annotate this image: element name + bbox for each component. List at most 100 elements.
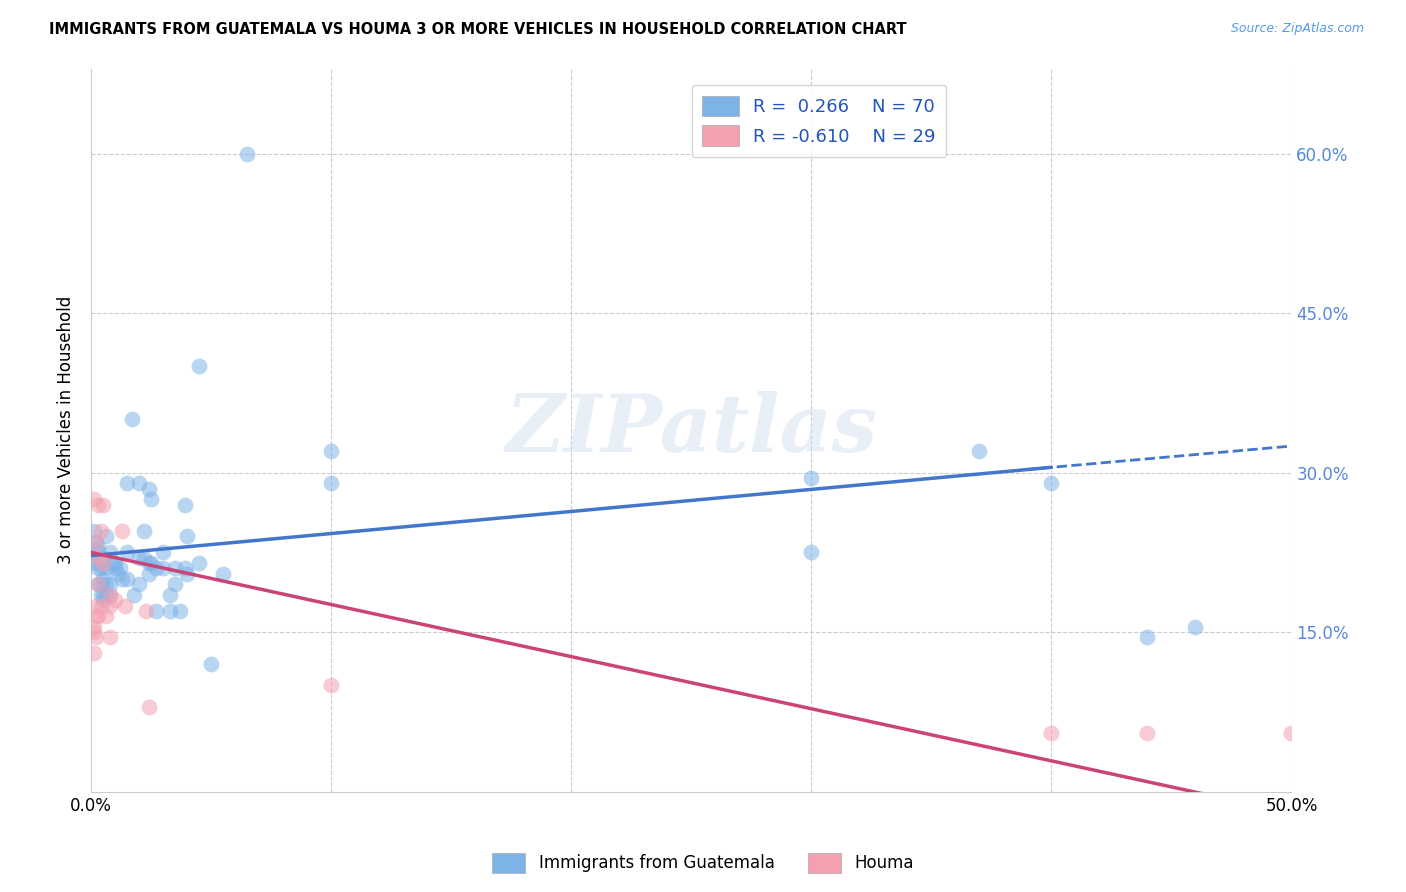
Point — [128, 476, 150, 491]
Point — [94, 561, 117, 575]
Point — [176, 529, 198, 543]
Point — [91, 572, 114, 586]
Point — [114, 599, 136, 613]
Point — [128, 550, 150, 565]
Point — [124, 588, 146, 602]
Point — [212, 566, 235, 581]
Point — [176, 566, 198, 581]
Point — [107, 566, 129, 581]
Point — [94, 529, 117, 543]
Point — [87, 577, 110, 591]
Point — [98, 588, 121, 602]
Point — [1184, 620, 1206, 634]
Point — [115, 572, 138, 586]
Point — [91, 498, 114, 512]
Point — [94, 577, 117, 591]
Point — [138, 566, 160, 581]
Point — [90, 577, 112, 591]
Point — [104, 561, 127, 575]
Point — [90, 588, 112, 602]
Legend: Immigrants from Guatemala, Houma: Immigrants from Guatemala, Houma — [485, 847, 921, 880]
Point — [141, 492, 163, 507]
Point — [321, 444, 343, 458]
Point — [165, 577, 187, 591]
Point — [91, 550, 114, 565]
Point — [169, 604, 191, 618]
Text: Source: ZipAtlas.com: Source: ZipAtlas.com — [1230, 22, 1364, 36]
Point — [115, 545, 138, 559]
Point — [108, 561, 131, 575]
Point — [94, 588, 117, 602]
Point — [115, 476, 138, 491]
Point — [321, 678, 343, 692]
Point — [87, 577, 110, 591]
Point — [145, 604, 167, 618]
Point — [188, 556, 211, 570]
Point — [141, 556, 163, 570]
Point — [188, 359, 211, 374]
Point — [84, 534, 107, 549]
Point — [84, 534, 107, 549]
Point — [165, 561, 187, 575]
Point — [98, 599, 121, 613]
Point — [83, 524, 105, 538]
Point — [152, 545, 174, 559]
Point — [87, 540, 110, 554]
Point — [84, 556, 107, 570]
Point — [104, 556, 127, 570]
Point — [98, 577, 121, 591]
Point — [111, 524, 134, 538]
Point — [83, 492, 105, 507]
Point — [87, 545, 110, 559]
Point — [111, 572, 134, 586]
Point — [94, 609, 117, 624]
Point — [132, 550, 155, 565]
Point — [1136, 726, 1159, 740]
Point — [84, 550, 107, 565]
Point — [91, 556, 114, 570]
Point — [152, 561, 174, 575]
Point — [138, 699, 160, 714]
Point — [98, 631, 121, 645]
Point — [200, 657, 222, 671]
Y-axis label: 3 or more Vehicles in Household: 3 or more Vehicles in Household — [58, 296, 75, 565]
Point — [145, 561, 167, 575]
Legend: R =  0.266    N = 70, R = -0.610    N = 29: R = 0.266 N = 70, R = -0.610 N = 29 — [692, 85, 946, 157]
Point — [173, 498, 195, 512]
Text: ZIPatlas: ZIPatlas — [505, 392, 877, 469]
Point — [87, 561, 110, 575]
Point — [83, 647, 105, 661]
Point — [321, 476, 343, 491]
Point — [1040, 476, 1063, 491]
Text: IMMIGRANTS FROM GUATEMALA VS HOUMA 3 OR MORE VEHICLES IN HOUSEHOLD CORRELATION C: IMMIGRANTS FROM GUATEMALA VS HOUMA 3 OR … — [49, 22, 907, 37]
Point — [98, 545, 121, 559]
Point — [83, 620, 105, 634]
Point — [159, 604, 181, 618]
Point — [98, 588, 121, 602]
Point — [173, 561, 195, 575]
Point — [83, 625, 105, 640]
Point — [91, 588, 114, 602]
Point — [135, 604, 157, 618]
Point — [90, 561, 112, 575]
Point — [969, 444, 991, 458]
Point — [90, 599, 112, 613]
Point — [1281, 726, 1303, 740]
Point — [236, 146, 259, 161]
Point — [138, 482, 160, 496]
Point — [87, 498, 110, 512]
Point — [84, 631, 107, 645]
Point — [121, 412, 143, 426]
Point — [101, 556, 124, 570]
Point — [87, 550, 110, 565]
Point — [1040, 726, 1063, 740]
Point — [159, 588, 181, 602]
Point — [104, 593, 127, 607]
Point — [138, 556, 160, 570]
Point — [1136, 631, 1159, 645]
Point — [91, 593, 114, 607]
Point — [84, 599, 107, 613]
Point — [128, 577, 150, 591]
Point — [800, 545, 823, 559]
Point — [132, 524, 155, 538]
